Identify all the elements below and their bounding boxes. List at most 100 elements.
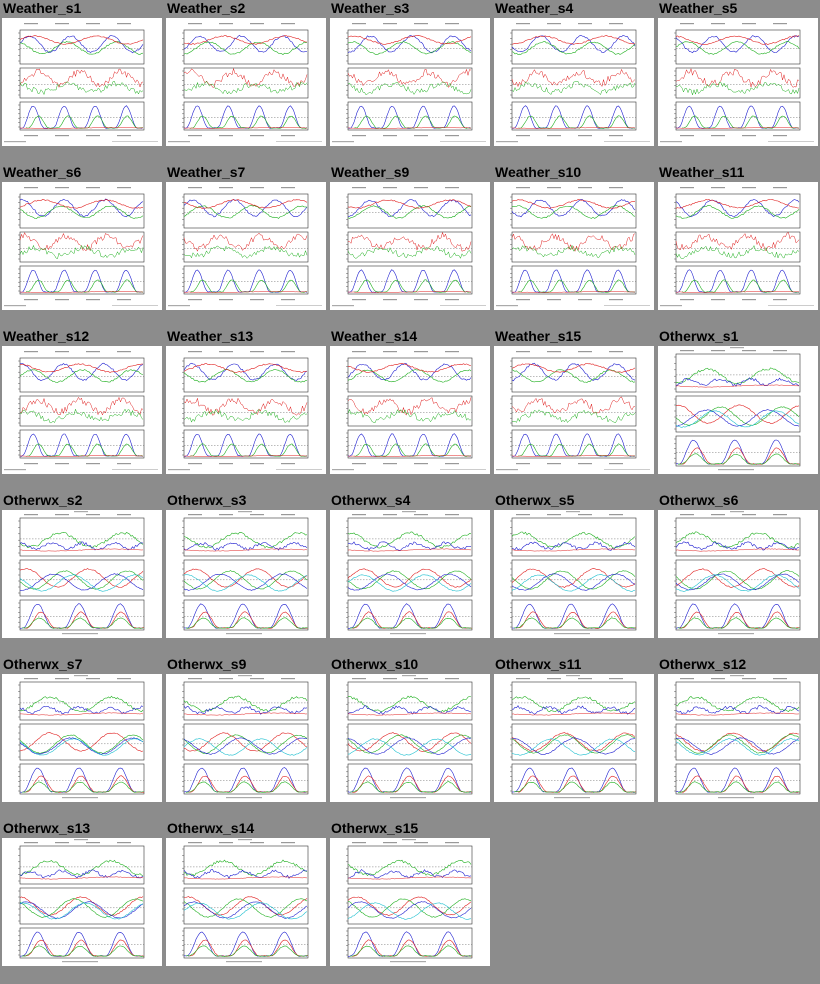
thumbnail-image[interactable] — [658, 18, 818, 146]
thumbnail-image[interactable] — [2, 510, 162, 638]
thumbnail-cell: Otherwx_s13 — [1, 820, 163, 984]
thumbnail-cell: Weather_s15 — [493, 328, 655, 492]
thumbnail-title[interactable]: Weather_s3 — [331, 0, 410, 16]
thumbnail-image[interactable] — [2, 838, 162, 966]
thumbnail-image[interactable] — [166, 182, 326, 310]
thumbnail-cell: Weather_s7 — [165, 164, 327, 328]
thumbnail-cell: Otherwx_s4 — [329, 492, 491, 656]
thumbnail-image[interactable] — [2, 346, 162, 474]
thumbnail-cell: Otherwx_s12 — [657, 656, 819, 820]
thumbnail-title[interactable]: Otherwx_s4 — [331, 492, 411, 508]
thumbnail-image[interactable] — [2, 18, 162, 146]
thumbnail-cell: Weather_s2 — [165, 0, 327, 164]
thumbnail-title[interactable]: Weather_s2 — [167, 0, 246, 16]
thumbnail-title[interactable]: Weather_s4 — [495, 0, 574, 16]
thumbnail-plot — [496, 351, 650, 471]
thumbnail-title[interactable]: Otherwx_s13 — [3, 820, 91, 836]
thumbnail-cell: Otherwx_s1 — [657, 328, 819, 492]
thumbnail-title[interactable]: Weather_s9 — [331, 164, 410, 180]
thumbnail-title[interactable]: Otherwx_s2 — [3, 492, 83, 508]
thumbnail-plot — [168, 23, 322, 143]
thumbnail-cell: Weather_s1 — [1, 0, 163, 164]
thumbnail-plot — [496, 187, 650, 307]
thumbnail-title[interactable]: Otherwx_s9 — [167, 656, 247, 672]
thumbnail-cell: Weather_s9 — [329, 164, 491, 328]
thumbnail-title[interactable]: Weather_s7 — [167, 164, 246, 180]
thumbnail-plot — [332, 187, 486, 307]
thumbnail-image[interactable] — [494, 674, 654, 802]
thumbnail-plot — [346, 675, 473, 799]
thumbnail-cell: Otherwx_s11 — [493, 656, 655, 820]
thumbnail-cell: Weather_s14 — [329, 328, 491, 492]
thumbnail-title[interactable]: Otherwx_s10 — [331, 656, 419, 672]
thumbnail-image[interactable] — [330, 18, 490, 146]
thumbnail-cell: Weather_s5 — [657, 0, 819, 164]
thumbnail-image[interactable] — [330, 346, 490, 474]
thumbnail-cell: Otherwx_s10 — [329, 656, 491, 820]
thumbnail-plot — [510, 511, 637, 635]
thumbnail-cell: Weather_s12 — [1, 328, 163, 492]
thumbnail-title[interactable]: Otherwx_s12 — [659, 656, 747, 672]
thumbnail-cell: Otherwx_s5 — [493, 492, 655, 656]
thumbnail-title[interactable]: Weather_s13 — [167, 328, 254, 344]
thumbnail-plot — [168, 187, 322, 307]
thumbnail-title[interactable]: Otherwx_s15 — [331, 820, 419, 836]
thumbnail-image[interactable] — [330, 674, 490, 802]
thumbnail-title[interactable]: Weather_s6 — [3, 164, 82, 180]
thumbnail-image[interactable] — [166, 674, 326, 802]
thumbnail-image[interactable] — [166, 18, 326, 146]
thumbnail-plot — [18, 511, 145, 635]
thumbnail-image[interactable] — [2, 674, 162, 802]
thumbnail-title[interactable]: Otherwx_s14 — [167, 820, 255, 836]
thumbnail-plot — [332, 23, 486, 143]
thumbnail-title[interactable]: Weather_s10 — [495, 164, 582, 180]
thumbnail-image[interactable] — [658, 182, 818, 310]
thumbnail-image[interactable] — [330, 838, 490, 966]
thumbnail-title[interactable]: Weather_s12 — [3, 328, 90, 344]
thumbnail-title[interactable]: Otherwx_s1 — [659, 328, 739, 344]
thumbnail-title[interactable]: Otherwx_s3 — [167, 492, 247, 508]
thumbnail-plot — [4, 351, 158, 471]
thumbnail-title[interactable]: Weather_s15 — [495, 328, 582, 344]
thumbnail-plot — [496, 23, 650, 143]
thumbnail-image[interactable] — [658, 510, 818, 638]
thumbnail-image[interactable] — [166, 838, 326, 966]
thumbnail-plot — [182, 511, 309, 635]
thumbnail-image[interactable] — [658, 346, 818, 474]
thumbnail-plot — [18, 839, 145, 963]
thumbnail-title[interactable]: Otherwx_s11 — [495, 656, 582, 672]
thumbnail-plot — [4, 23, 158, 143]
thumbnail-cell: Otherwx_s6 — [657, 492, 819, 656]
thumbnail-title[interactable]: Weather_s11 — [659, 164, 745, 180]
thumbnail-title[interactable]: Otherwx_s7 — [3, 656, 83, 672]
thumbnail-image[interactable] — [494, 18, 654, 146]
thumbnail-cell: Weather_s4 — [493, 0, 655, 164]
thumbnail-plot — [168, 351, 322, 471]
thumbnail-plot — [346, 839, 473, 963]
thumbnail-plot — [182, 675, 309, 799]
thumbnail-title[interactable]: Otherwx_s6 — [659, 492, 739, 508]
thumbnail-title[interactable]: Weather_s1 — [3, 0, 82, 16]
thumbnail-image[interactable] — [494, 346, 654, 474]
thumbnail-image[interactable] — [166, 510, 326, 638]
thumbnail-title[interactable]: Otherwx_s5 — [495, 492, 575, 508]
thumbnail-cell: Otherwx_s7 — [1, 656, 163, 820]
thumbnail-image[interactable] — [658, 674, 818, 802]
thumbnail-title[interactable]: Weather_s5 — [659, 0, 738, 16]
thumbnail-image[interactable] — [330, 182, 490, 310]
thumbnail-title[interactable]: Weather_s14 — [331, 328, 418, 344]
thumbnail-cell: Weather_s13 — [165, 328, 327, 492]
thumbnail-plot — [4, 187, 158, 307]
thumbnail-image[interactable] — [166, 346, 326, 474]
thumbnail-image[interactable] — [330, 510, 490, 638]
thumbnail-cell: Otherwx_s2 — [1, 492, 163, 656]
thumbnail-plot — [332, 351, 486, 471]
thumbnail-cell: Otherwx_s14 — [165, 820, 327, 984]
thumbnail-cell: Weather_s10 — [493, 164, 655, 328]
thumbnail-image[interactable] — [2, 182, 162, 310]
thumbnail-plot — [182, 839, 309, 963]
thumbnail-plot — [674, 511, 801, 635]
thumbnail-cell: Weather_s11 — [657, 164, 819, 328]
thumbnail-image[interactable] — [494, 510, 654, 638]
thumbnail-image[interactable] — [494, 182, 654, 310]
